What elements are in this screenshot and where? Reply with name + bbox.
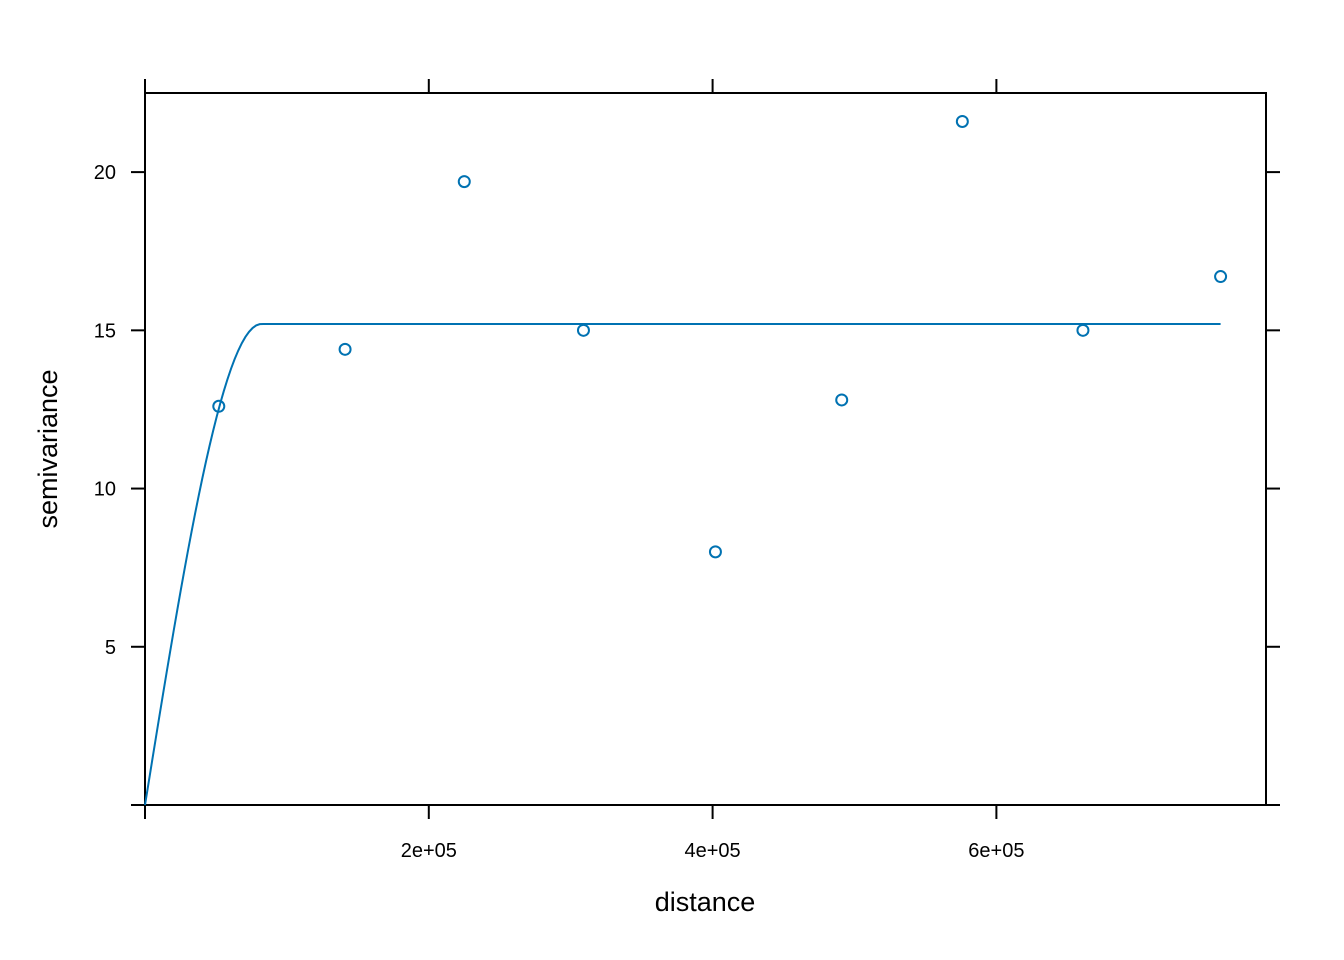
x-tick-label: 4e+05 [685,840,741,862]
data-point [1076,323,1090,337]
fitted-model-line [144,323,1221,806]
axis-ticks [131,79,1280,819]
x-tick-label: 6e+05 [968,840,1024,862]
data-point [835,393,849,407]
data-point [212,399,226,413]
tick-labels: 2e+05 4e+05 6e+05 5 10 15 20 [94,162,1025,862]
y-tick-label: 20 [94,162,116,184]
data-point [576,323,590,337]
y-axis-title: semivariance [33,369,63,528]
data-point [955,114,969,128]
plot-frame [144,92,1267,806]
data-point [708,545,722,559]
y-tick-label: 10 [94,479,116,501]
data-point [457,175,471,189]
data-point [1214,270,1228,284]
y-tick-label: 15 [94,320,116,342]
data-point [338,342,352,356]
semivariance-points [212,114,1228,559]
x-tick-label: 2e+05 [401,840,457,862]
x-axis-title: distance [655,887,756,917]
y-tick-label: 5 [105,637,116,659]
